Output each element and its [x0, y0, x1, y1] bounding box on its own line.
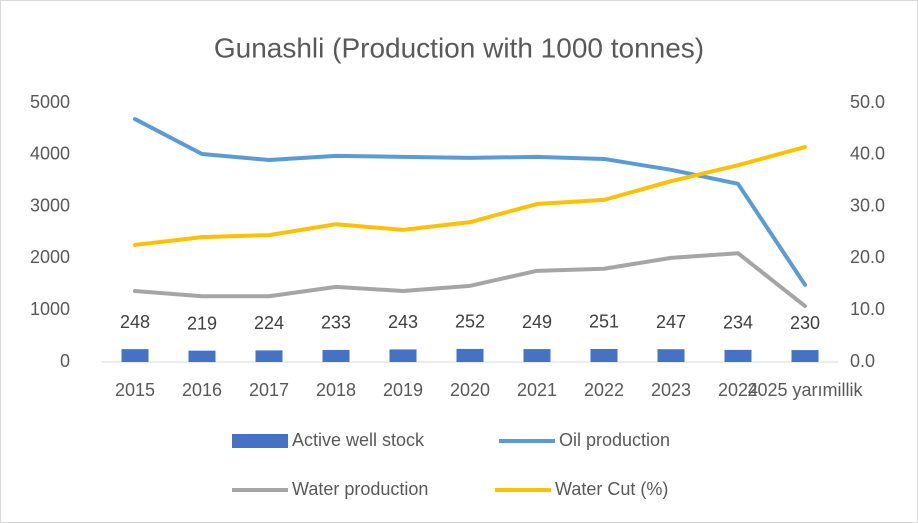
y2-tick-label: 50.0 — [850, 92, 885, 112]
bar — [523, 349, 551, 362]
data-label: 252 — [455, 312, 485, 332]
data-label: 249 — [522, 312, 552, 332]
x-tick-label: 2025 yarımillik — [747, 380, 863, 400]
x-tick-label: 2020 — [450, 380, 490, 400]
data-label: 247 — [656, 312, 686, 332]
legend-label: Oil production — [559, 430, 670, 450]
bar — [389, 349, 417, 362]
bar — [791, 350, 819, 362]
data-label: 248 — [120, 312, 150, 332]
bar — [456, 348, 484, 362]
x-tick-label: 2015 — [115, 380, 155, 400]
y2-tick-label: 20.0 — [850, 247, 885, 267]
legend-label: Water Cut (%) — [555, 479, 668, 499]
x-tick-label: 2016 — [182, 380, 222, 400]
bar — [188, 350, 216, 362]
y-tick-label: 2000 — [30, 247, 70, 267]
data-label: 224 — [254, 313, 284, 333]
legend-label: Active well stock — [292, 430, 425, 450]
bar — [322, 349, 350, 362]
data-label: 234 — [723, 313, 753, 333]
data-label: 233 — [321, 313, 351, 333]
bar — [724, 349, 752, 362]
x-tick-label: 2021 — [517, 380, 557, 400]
y-tick-label: 4000 — [30, 144, 70, 164]
data-label: 251 — [589, 312, 619, 332]
line — [133, 251, 807, 309]
y2-tick-label: 30.0 — [850, 195, 885, 215]
legend-label: Water production — [292, 479, 428, 499]
x-tick-label: 2019 — [383, 380, 423, 400]
data-label: 243 — [388, 312, 418, 332]
legend-swatch — [232, 434, 288, 448]
bar — [590, 348, 618, 362]
x-tick-label: 2018 — [316, 380, 356, 400]
x-tick-label: 2023 — [651, 380, 691, 400]
x-tick-label: 2022 — [584, 380, 624, 400]
line — [133, 145, 807, 247]
y-tick-label: 5000 — [30, 92, 70, 112]
y2-tick-label: 0.0 — [850, 351, 875, 371]
bar — [121, 349, 149, 362]
chart-title: Gunashli (Production with 1000 tonnes) — [214, 32, 704, 63]
y-tick-label: 3000 — [30, 195, 70, 215]
y2-tick-label: 10.0 — [850, 299, 885, 319]
y-tick-label: 1000 — [30, 299, 70, 319]
y-tick-label: 0 — [60, 351, 70, 371]
x-tick-label: 2024 — [718, 380, 758, 400]
y2-tick-label: 40.0 — [850, 144, 885, 164]
data-label: 230 — [790, 313, 820, 333]
bar — [657, 349, 685, 362]
x-tick-label: 2017 — [249, 380, 289, 400]
data-label: 219 — [187, 313, 217, 333]
bar — [255, 350, 283, 362]
